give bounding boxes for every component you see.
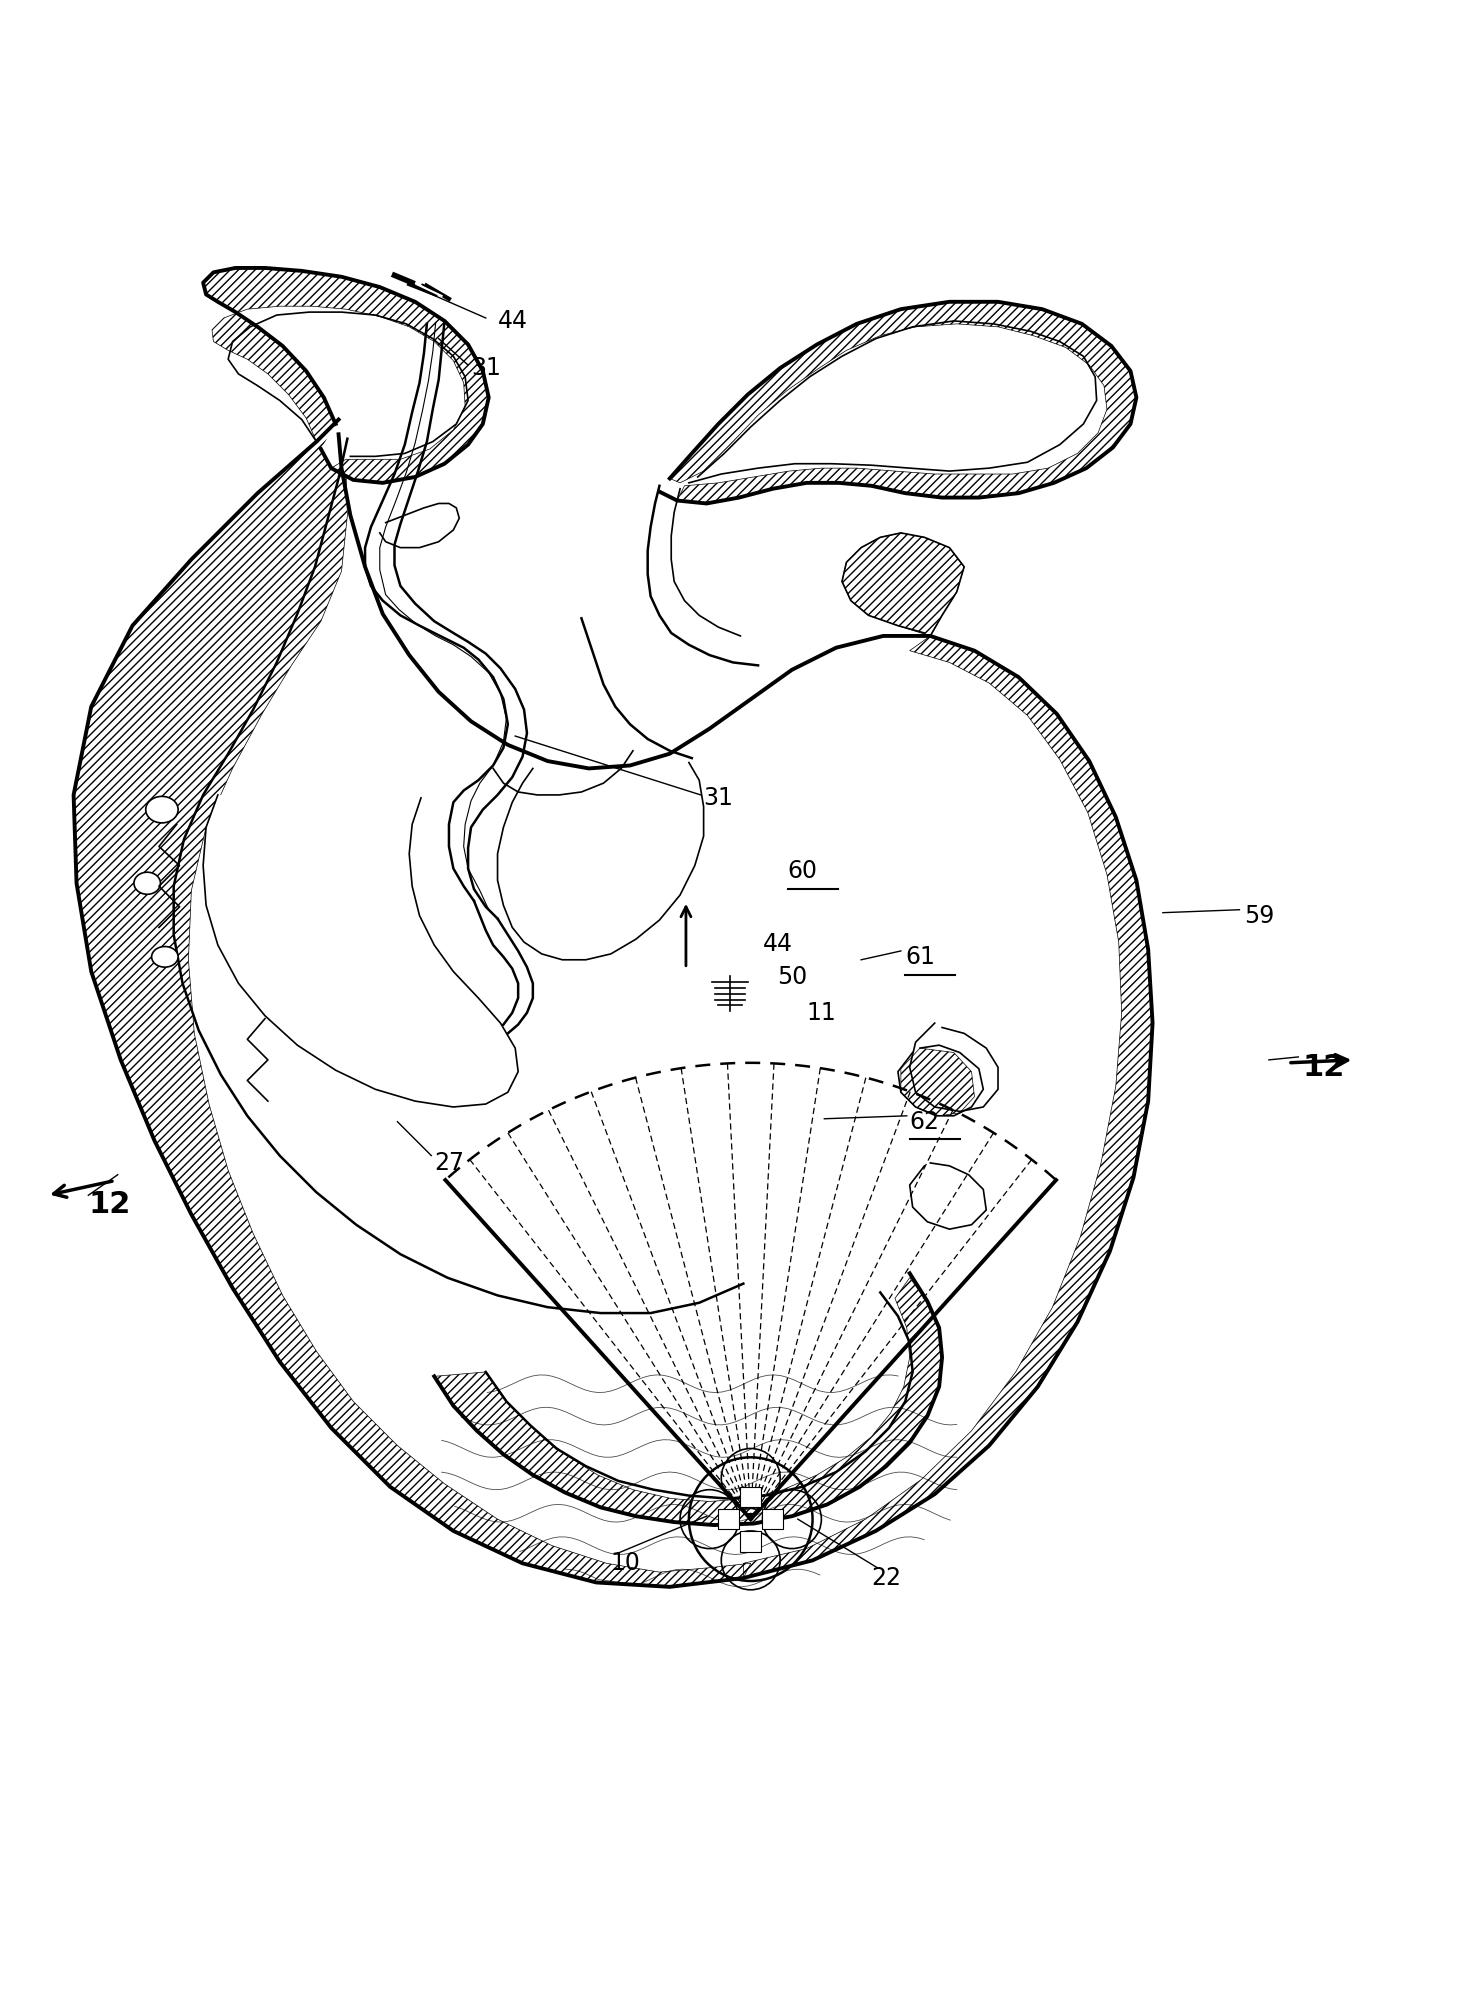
Polygon shape <box>659 302 1136 503</box>
Text: 44: 44 <box>498 308 527 332</box>
Text: 59: 59 <box>1244 903 1275 927</box>
Bar <box>762 1510 783 1530</box>
Ellipse shape <box>152 947 178 967</box>
Text: 10: 10 <box>611 1552 640 1576</box>
Polygon shape <box>203 795 518 1107</box>
Text: 31: 31 <box>704 787 733 811</box>
Bar <box>740 1532 761 1552</box>
Polygon shape <box>498 763 704 959</box>
Polygon shape <box>74 420 1153 1588</box>
Text: 62: 62 <box>910 1109 939 1133</box>
Text: 27: 27 <box>434 1151 464 1175</box>
Text: 50: 50 <box>777 965 808 989</box>
Ellipse shape <box>134 873 160 895</box>
Text: 12: 12 <box>1303 1053 1345 1081</box>
Text: 44: 44 <box>762 931 792 955</box>
Text: 22: 22 <box>871 1566 901 1590</box>
Text: 61: 61 <box>905 945 935 969</box>
Polygon shape <box>898 1045 983 1115</box>
Text: 12: 12 <box>88 1189 131 1219</box>
Polygon shape <box>203 268 489 482</box>
Ellipse shape <box>146 797 178 823</box>
Text: 31: 31 <box>471 356 500 380</box>
Text: 11: 11 <box>807 1001 836 1025</box>
Bar <box>718 1510 739 1530</box>
Bar <box>740 1487 761 1508</box>
Polygon shape <box>910 1163 986 1229</box>
Text: 60: 60 <box>788 859 817 883</box>
Polygon shape <box>842 533 964 637</box>
